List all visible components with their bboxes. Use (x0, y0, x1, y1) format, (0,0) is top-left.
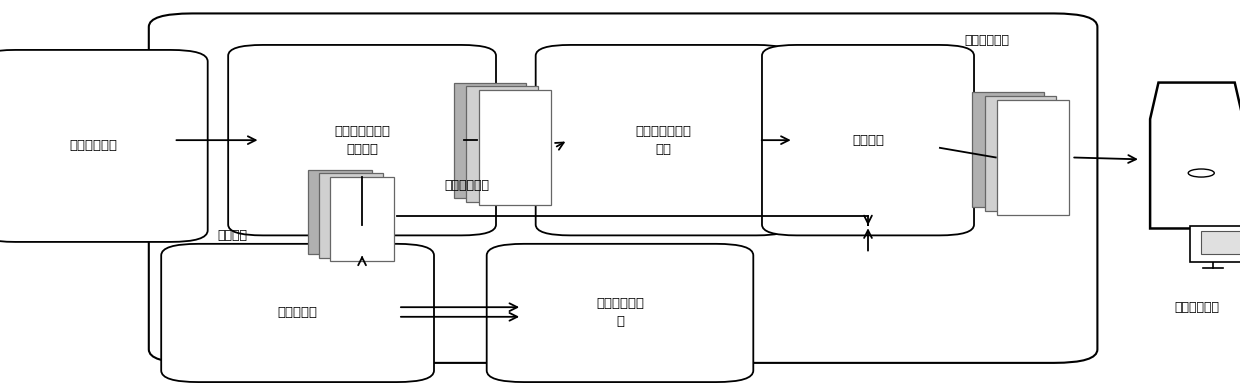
Text: 选择合适的阈
值: 选择合适的阈 值 (596, 298, 644, 328)
Text: 计算最终的故障
概率: 计算最终的故障 概率 (635, 125, 692, 156)
FancyBboxPatch shape (161, 244, 434, 382)
Bar (972, 92, 1044, 207)
Text: 网络管理系统: 网络管理系统 (1174, 301, 1219, 314)
Bar (1200, 232, 1240, 254)
FancyBboxPatch shape (228, 45, 496, 235)
Text: 故障节点信息: 故障节点信息 (965, 34, 1009, 47)
Bar (997, 100, 1069, 215)
Bar (330, 177, 394, 261)
FancyBboxPatch shape (761, 45, 975, 235)
Text: 网络拓扑信息: 网络拓扑信息 (69, 139, 117, 152)
FancyBboxPatch shape (536, 45, 791, 235)
Bar (479, 90, 551, 205)
Bar (466, 86, 538, 202)
Text: 探测故障概率: 探测故障概率 (444, 179, 489, 192)
Text: 拨测数据: 拨测数据 (217, 228, 247, 242)
Text: 故障概率表: 故障概率表 (278, 306, 317, 319)
Bar (319, 173, 383, 258)
Circle shape (1188, 169, 1214, 177)
FancyBboxPatch shape (486, 244, 753, 382)
Bar (985, 96, 1056, 211)
Text: 故障推理: 故障推理 (852, 134, 884, 147)
Bar (454, 83, 526, 198)
Bar (1190, 225, 1240, 262)
FancyBboxPatch shape (0, 50, 207, 242)
Polygon shape (1149, 83, 1240, 228)
Text: 产生动态广度优
先生成树: 产生动态广度优 先生成树 (334, 125, 391, 156)
FancyBboxPatch shape (149, 13, 1097, 363)
Bar (308, 170, 372, 254)
